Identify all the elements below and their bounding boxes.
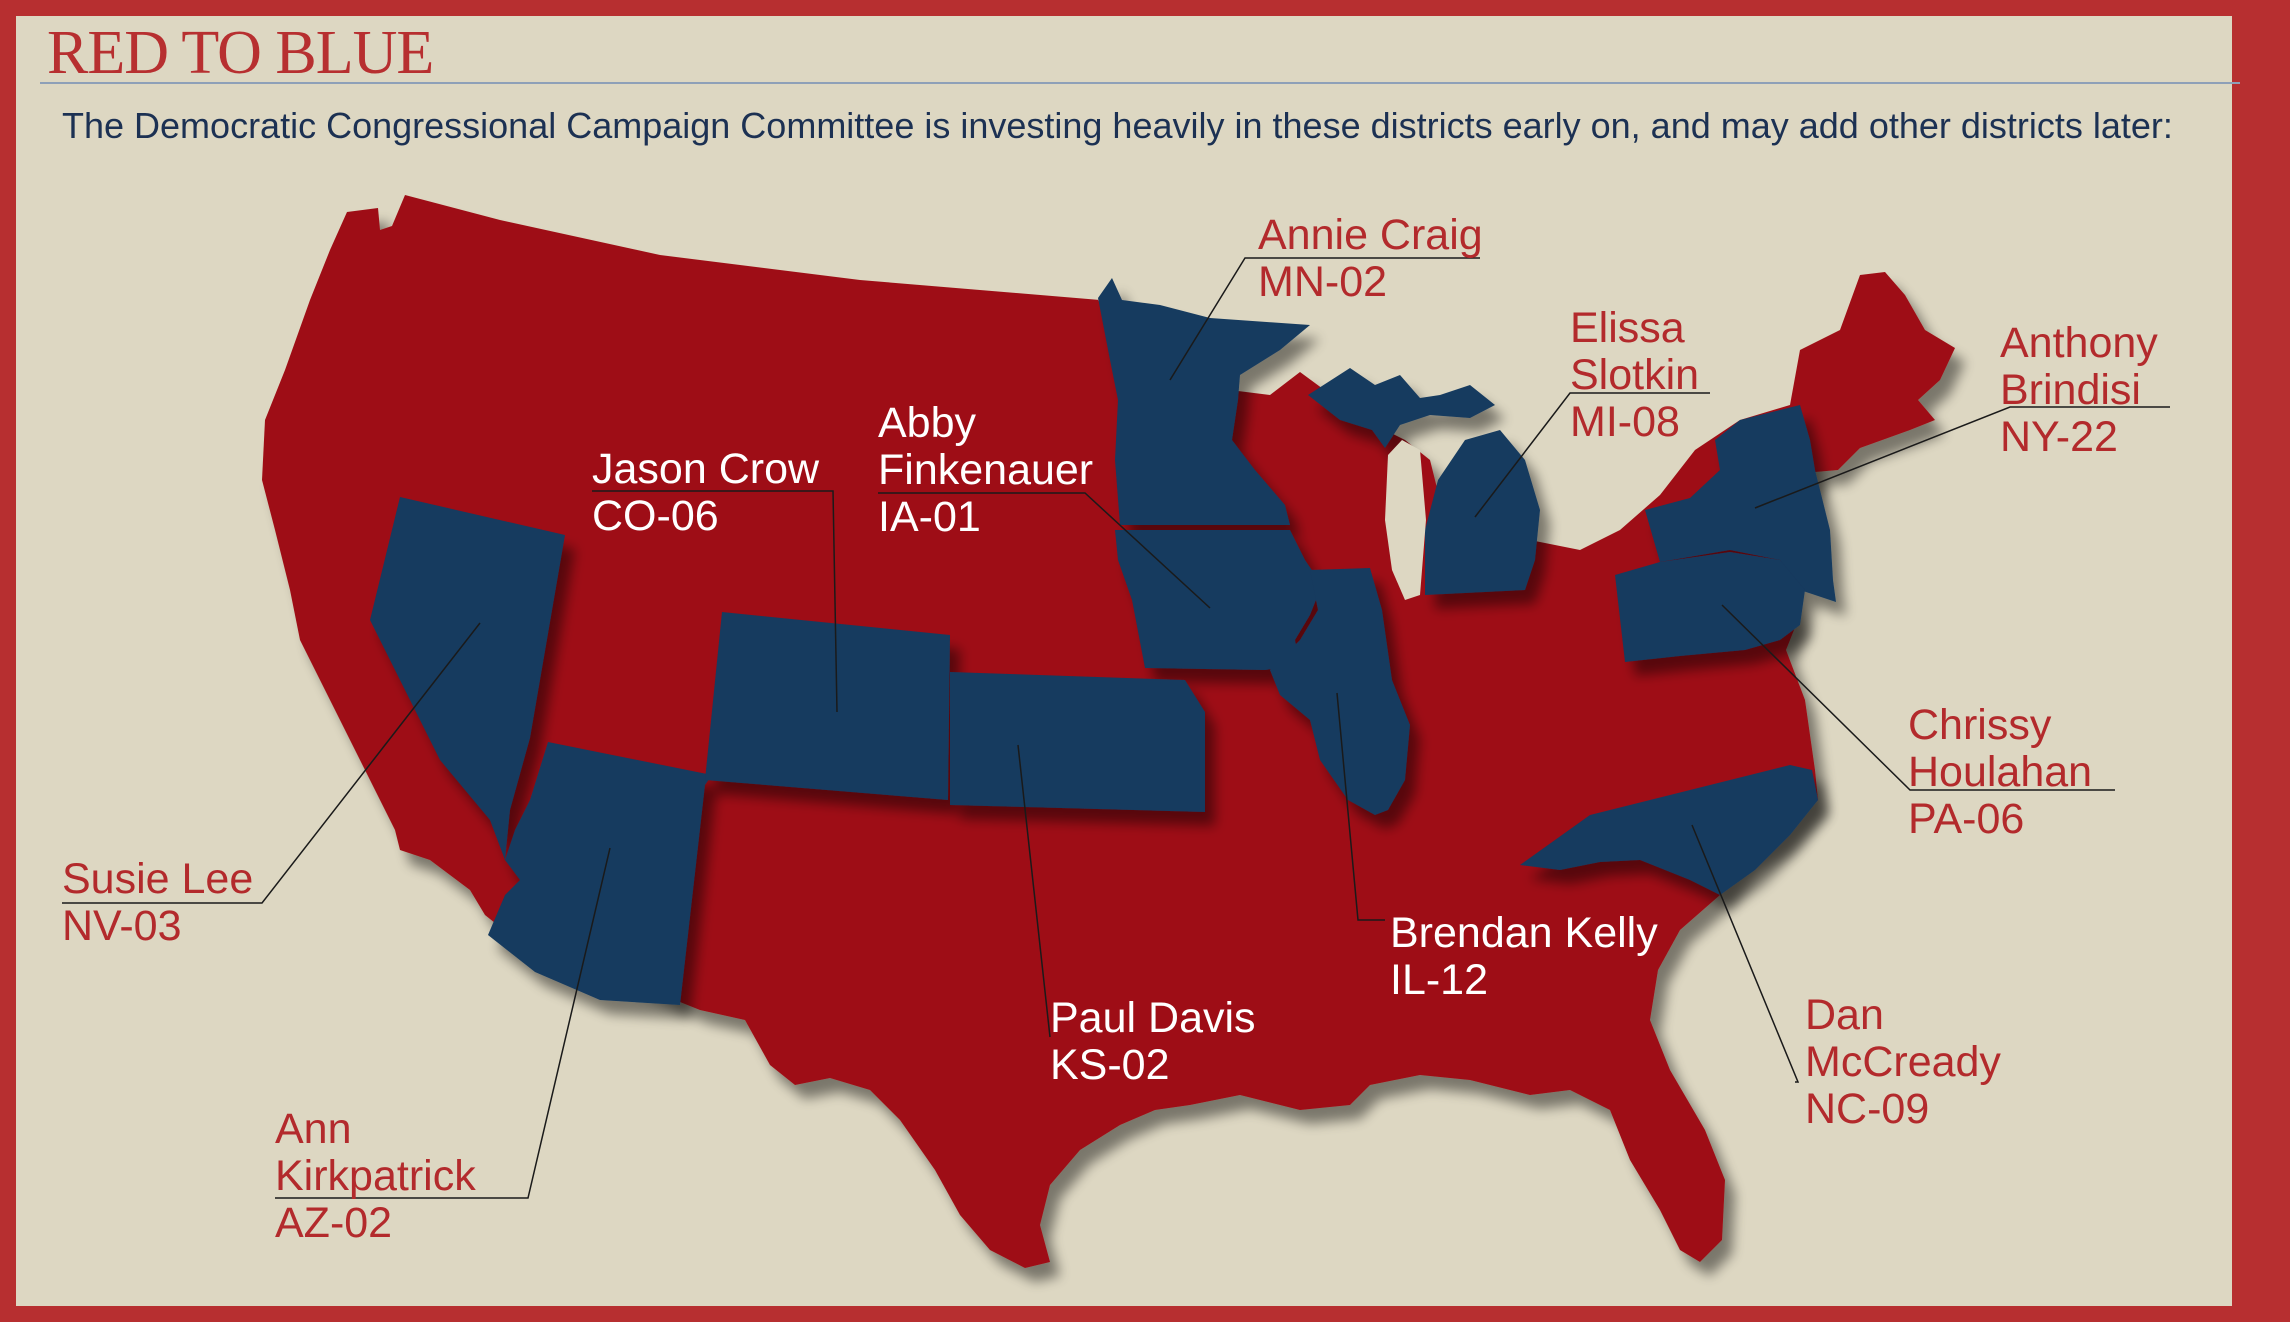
label-ann-kirkpatrick: Ann Kirkpatrick AZ-02 <box>275 1106 476 1247</box>
candidate-name: McCready <box>1805 1038 2001 1086</box>
label-chrissy-houlahan: Chrissy Houlahan PA-06 <box>1908 702 2092 843</box>
district-code: KS-02 <box>1050 1041 1170 1089</box>
candidate-name: Dan <box>1805 991 1884 1039</box>
leader-line-ia <box>878 492 1211 609</box>
label-paul-davis: Paul Davis KS-02 <box>1050 995 1256 1089</box>
leader-line-co <box>592 490 838 713</box>
state-minnesota <box>1098 278 1310 525</box>
district-code: MI-08 <box>1570 398 1680 446</box>
state-michigan <box>1308 368 1540 595</box>
label-jason-crow: Jason Crow CO-06 <box>592 446 819 540</box>
state-illinois <box>1270 568 1410 815</box>
map-subtitle: The Democratic Congressional Campaign Co… <box>62 105 2173 146</box>
district-code: IA-01 <box>878 493 981 541</box>
district-code: NV-03 <box>62 902 182 950</box>
leader-line-ks <box>1017 744 1051 1038</box>
label-elissa-slotkin: Elissa Slotkin MI-08 <box>1570 305 1699 446</box>
leader-line-nc <box>1691 824 1800 1083</box>
leader-line-nv <box>62 622 481 904</box>
leader-line-az <box>275 847 611 1199</box>
candidate-name: Paul Davis <box>1050 994 1256 1042</box>
label-susie-lee: Susie Lee NV-03 <box>62 856 253 950</box>
candidate-name: Houlahan <box>1908 748 2093 796</box>
candidate-name: Susie Lee <box>62 855 254 903</box>
state-north-carolina <box>1520 765 1818 895</box>
state-kansas <box>950 672 1205 812</box>
candidate-name: Elissa <box>1570 304 1685 352</box>
district-code: CO-06 <box>592 492 719 540</box>
district-code: NY-22 <box>2000 413 2118 461</box>
title-divider <box>40 82 2240 84</box>
candidate-name: Brendan Kelly <box>1390 909 1658 957</box>
candidate-name: Slotkin <box>1570 351 1700 399</box>
district-code: IL-12 <box>1390 956 1489 1004</box>
candidate-name: Kirkpatrick <box>275 1152 476 1200</box>
leader-line-mn <box>1169 257 1480 381</box>
candidate-name: Jason Crow <box>592 445 820 493</box>
candidate-name: Finkenauer <box>878 446 1094 494</box>
leader-line-il <box>1336 692 1385 921</box>
candidate-name: Ann <box>275 1105 352 1153</box>
state-colorado <box>705 612 950 800</box>
state-new-york <box>1645 405 1836 602</box>
district-code: AZ-02 <box>275 1199 393 1247</box>
district-code: MN-02 <box>1258 258 1388 306</box>
state-nevada <box>370 497 565 860</box>
label-dan-mccready: Dan McCready NC-09 <box>1805 992 2001 1133</box>
candidate-name: Chrissy <box>1908 701 2052 749</box>
label-brendan-kelly: Brendan Kelly IL-12 <box>1390 910 1658 1004</box>
district-code: NC-09 <box>1805 1085 1930 1133</box>
candidate-name: Annie Craig <box>1258 211 1483 259</box>
map-title: RED TO BLUE <box>47 19 434 87</box>
state-arizona <box>488 742 712 1005</box>
label-abby-finkenauer: Abby Finkenauer IA-01 <box>878 400 1093 541</box>
candidate-name: Abby <box>878 399 977 447</box>
leader-line-ny <box>1754 406 2170 509</box>
candidate-name: Anthony <box>2000 319 2158 367</box>
state-pennsylvania <box>1615 552 1805 662</box>
leader-lines <box>62 257 2170 1199</box>
lake-michigan <box>1385 440 1426 600</box>
district-code: PA-06 <box>1908 795 2025 843</box>
label-annie-craig: Annie Craig MN-02 <box>1258 212 1483 306</box>
label-anthony-brindisi: Anthony Brindisi NY-22 <box>2000 320 2158 461</box>
candidate-name: Brindisi <box>2000 366 2141 414</box>
state-iowa <box>1115 530 1322 670</box>
leader-line-pa <box>1721 604 2115 791</box>
leader-line-mi <box>1474 392 1710 518</box>
